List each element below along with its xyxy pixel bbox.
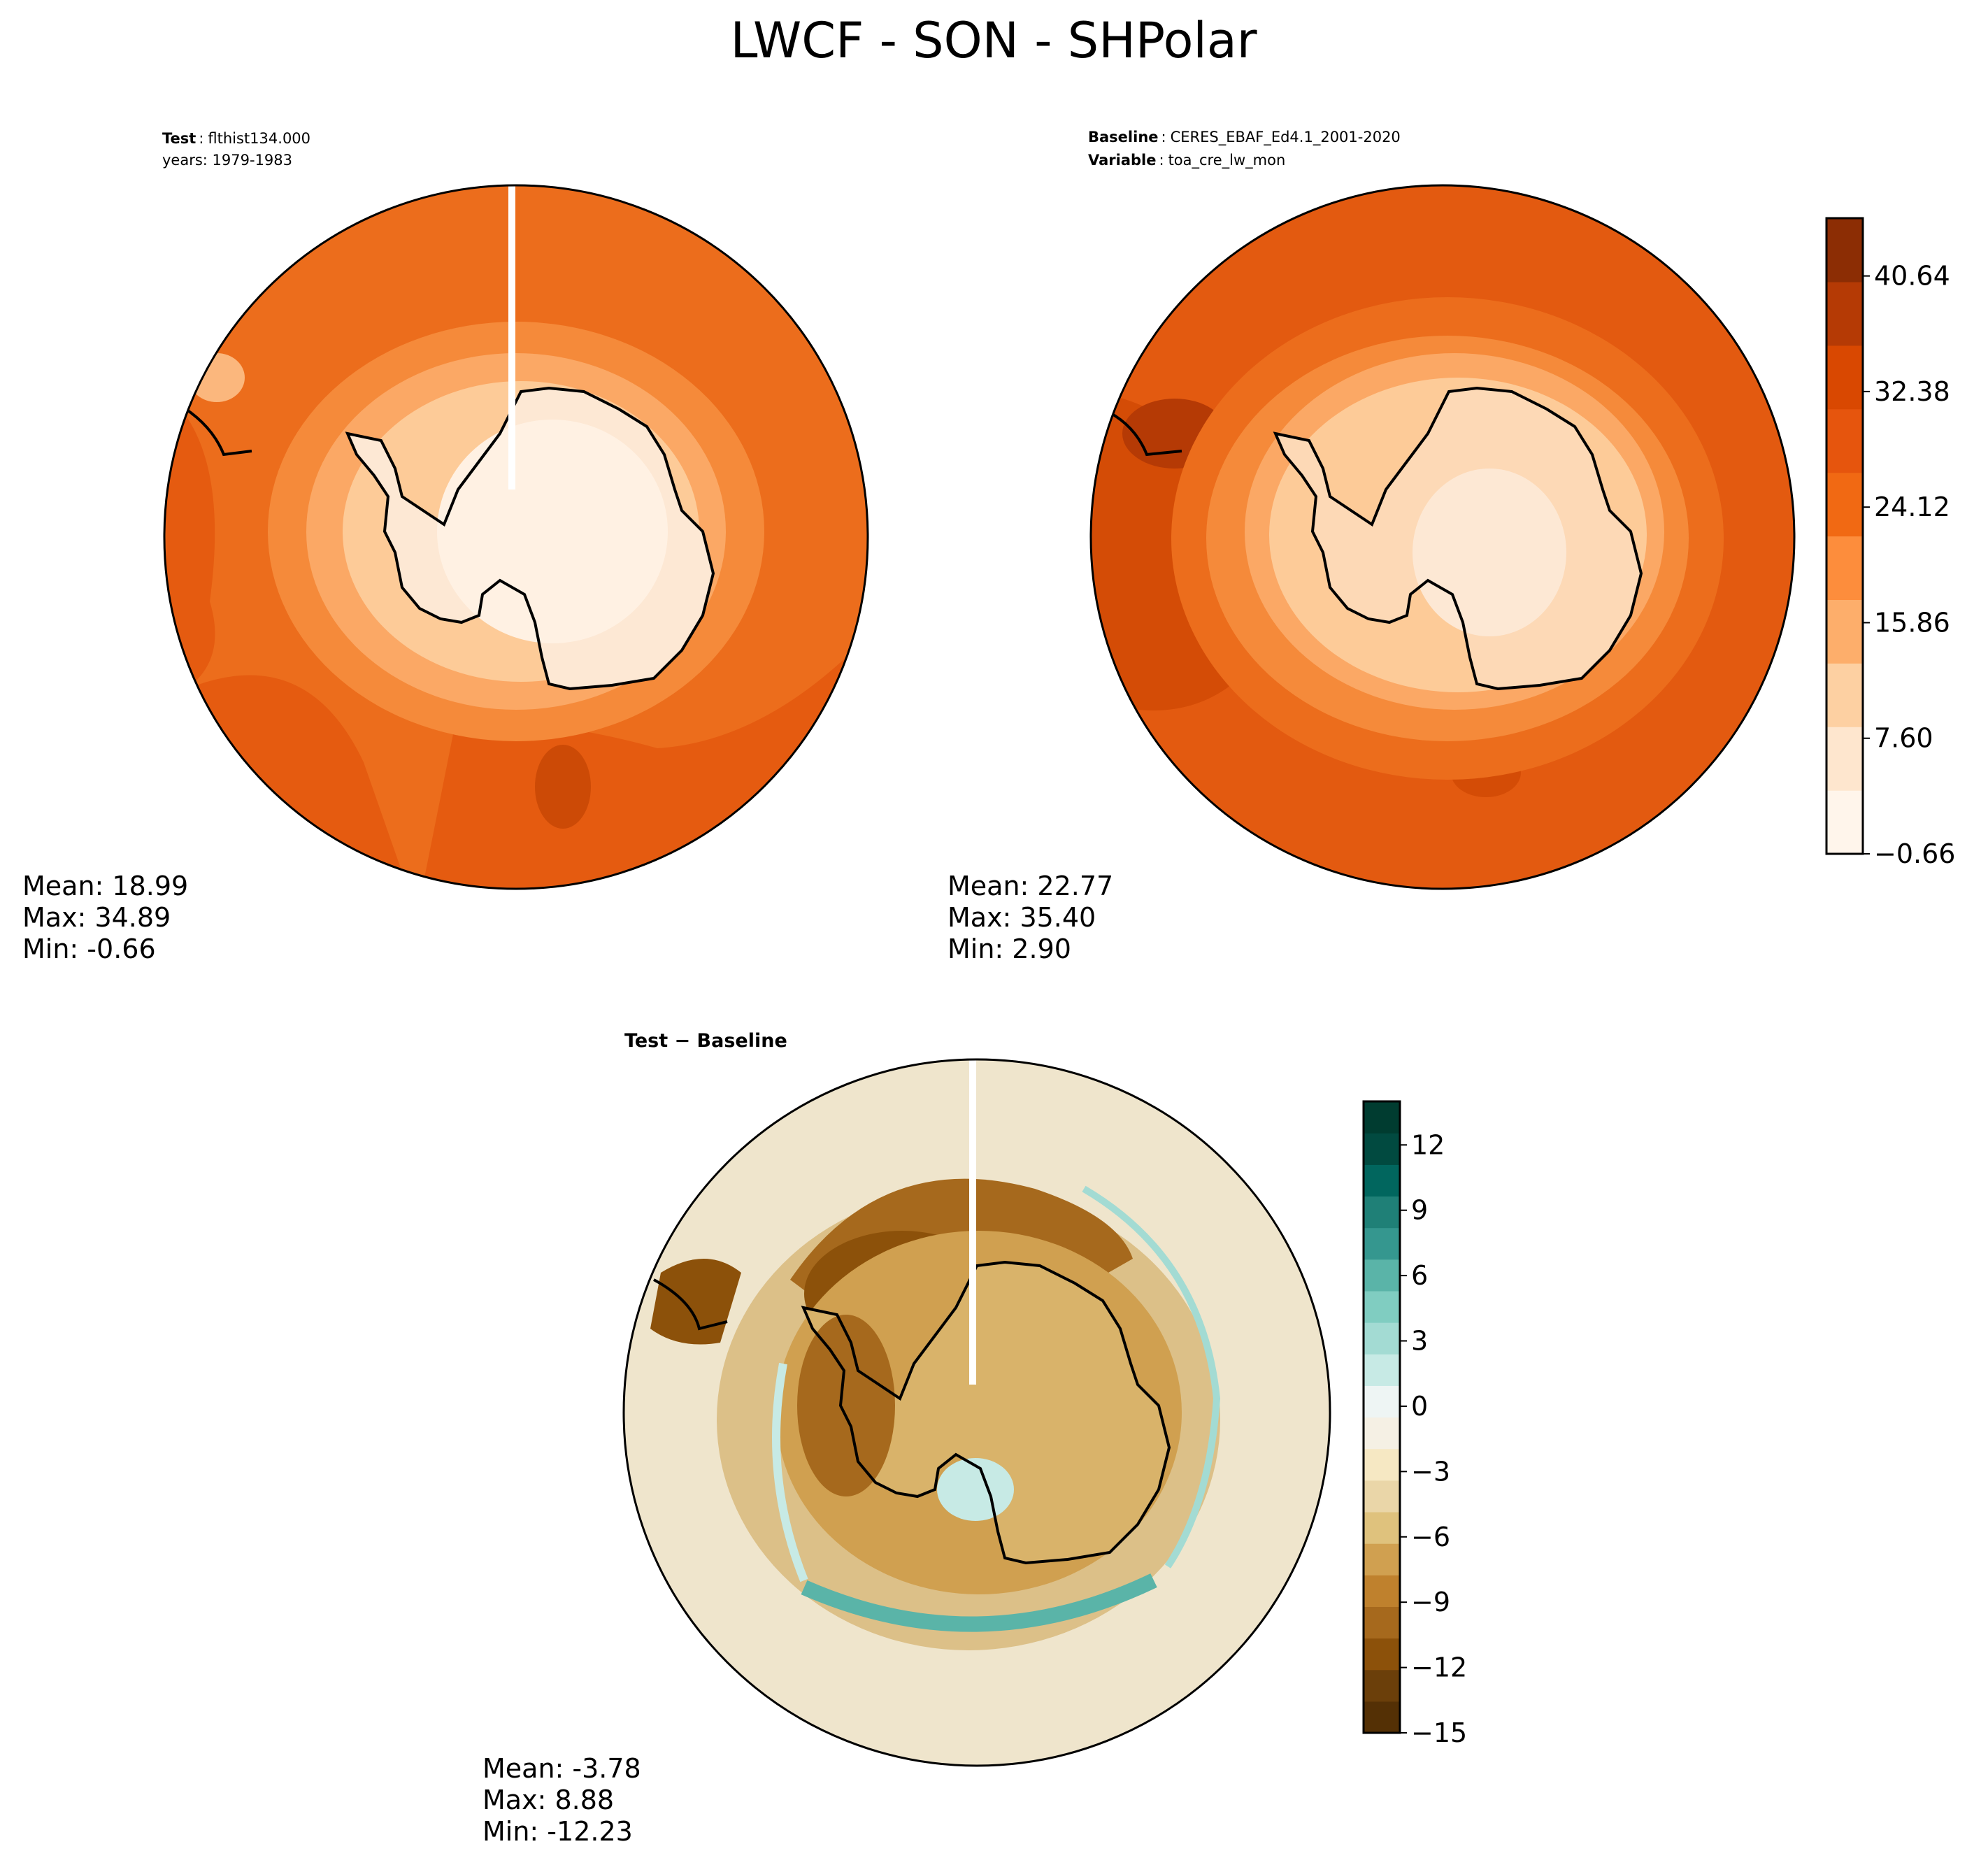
baseline-max: Max: 35.40 [947, 902, 1096, 933]
colorbar-top-swatch [1826, 536, 1863, 600]
colorbar-bottom-tick-label: −15 [1411, 1717, 1467, 1748]
colorbar-top: 40.64 32.38 24.12 15.86 7.60 −0.66 [1825, 217, 1955, 869]
diff-title: Test − Baseline [624, 1030, 787, 1052]
colorbar-bottom-swatch [1364, 1543, 1400, 1575]
colorbar-top-swatch [1826, 345, 1863, 410]
baseline-mean: Mean: 22.77 [947, 871, 1113, 901]
colorbar-bottom: 12 9 6 3 0 −3 −6 −9 −12 −15 [1362, 1100, 1467, 1748]
colorbar-bottom-tick-label: 6 [1411, 1260, 1428, 1291]
diff-map-frame [622, 1058, 1331, 1767]
colorbar-bottom-swatch [1364, 1164, 1400, 1197]
colorbar-bottom-swatch [1364, 1290, 1400, 1323]
baseline-map-frame [1089, 184, 1796, 890]
colorbar-bottom-swatch [1364, 1133, 1400, 1165]
colorbar-top-swatch [1826, 599, 1863, 664]
colorbar-bottom-swatch [1364, 1101, 1400, 1134]
panel-baseline: Baseline: CERES_EBAF_Ed4.1_2001-2020 Vari… [947, 129, 1796, 964]
colorbar-bottom-swatch [1364, 1227, 1400, 1260]
colorbar-bottom-frame [1362, 1100, 1401, 1734]
colorbar-bottom-tick-label: −6 [1411, 1522, 1450, 1552]
baseline-variable: Variable: toa_cre_lw_mon [1088, 152, 1285, 169]
colorbar-bottom-tick-label: 9 [1411, 1195, 1428, 1226]
colorbar-top-swatch [1826, 790, 1863, 855]
test-map-frame [163, 184, 869, 890]
diff-mean: Mean: -3.78 [482, 1753, 641, 1784]
colorbar-top-tick-label: 15.86 [1874, 607, 1950, 638]
colorbar-top-tick-label: 32.38 [1874, 376, 1950, 407]
colorbar-bottom-swatch [1364, 1259, 1400, 1292]
test-label: Test: flthist134.000 [162, 130, 310, 147]
panel-test: Test: flthist134.000 years: 1979-1983 Mea… [22, 130, 869, 964]
colorbar-bottom-swatch [1364, 1448, 1400, 1481]
colorbar-top-swatch [1826, 472, 1863, 537]
colorbar-top-frame [1825, 217, 1864, 855]
diff-min: Min: -12.23 [482, 1816, 633, 1847]
colorbar-bottom-swatch [1364, 1417, 1400, 1450]
diff-map [624, 1059, 1330, 1766]
colorbar-bottom-swatch [1364, 1701, 1400, 1734]
baseline-label: Baseline: CERES_EBAF_Ed4.1_2001-2020 [1088, 129, 1401, 146]
test-max: Max: 34.89 [22, 902, 171, 933]
baseline-map [1091, 185, 1794, 889]
colorbar-bottom-swatch [1364, 1511, 1400, 1544]
colorbar-top-swatch [1826, 663, 1863, 727]
colorbar-bottom-tick-label: −3 [1411, 1456, 1450, 1487]
colorbar-bottom-tick-label: −12 [1411, 1652, 1467, 1683]
colorbar-bottom-swatch [1364, 1606, 1400, 1639]
colorbar-bottom-tick-label: −9 [1411, 1587, 1450, 1617]
colorbar-bottom-swatch [1364, 1196, 1400, 1229]
test-mean: Mean: 18.99 [22, 871, 188, 901]
colorbar-bottom-swatch [1364, 1575, 1400, 1607]
colorbar-top-tick-label: 24.12 [1874, 492, 1950, 522]
colorbar-top-tick-label: −0.66 [1874, 838, 1955, 869]
test-years: years: 1979-1983 [162, 152, 292, 169]
colorbar-bottom-swatch [1364, 1385, 1400, 1418]
colorbar-top-swatch [1826, 281, 1863, 346]
colorbar-bottom-swatch [1364, 1354, 1400, 1386]
baseline-min: Min: 2.90 [947, 934, 1071, 964]
colorbar-bottom-swatch [1364, 1480, 1400, 1513]
colorbar-top-swatch [1826, 727, 1863, 791]
colorbar-bottom-tick-label: 0 [1411, 1391, 1428, 1422]
colorbar-top-tick-label: 7.60 [1874, 723, 1933, 754]
colorbar-top-swatch [1826, 218, 1863, 283]
colorbar-bottom-tick-label: 12 [1411, 1129, 1445, 1160]
colorbar-bottom-swatch [1364, 1669, 1400, 1702]
panel-diff: Test − Baseline Mean: -3.78 Max: 8.88 Mi… [482, 1030, 1331, 1847]
figure-title: LWCF - SON - SHPolar [730, 12, 1257, 69]
colorbar-bottom-swatch [1364, 1322, 1400, 1355]
colorbar-top-tick-label: 40.64 [1874, 261, 1950, 292]
colorbar-bottom-tick-label: 3 [1411, 1326, 1428, 1357]
diff-max: Max: 8.88 [482, 1785, 614, 1815]
colorbar-top-swatch [1826, 408, 1863, 473]
colorbar-bottom-swatch [1364, 1638, 1400, 1671]
test-min: Min: -0.66 [22, 934, 156, 964]
